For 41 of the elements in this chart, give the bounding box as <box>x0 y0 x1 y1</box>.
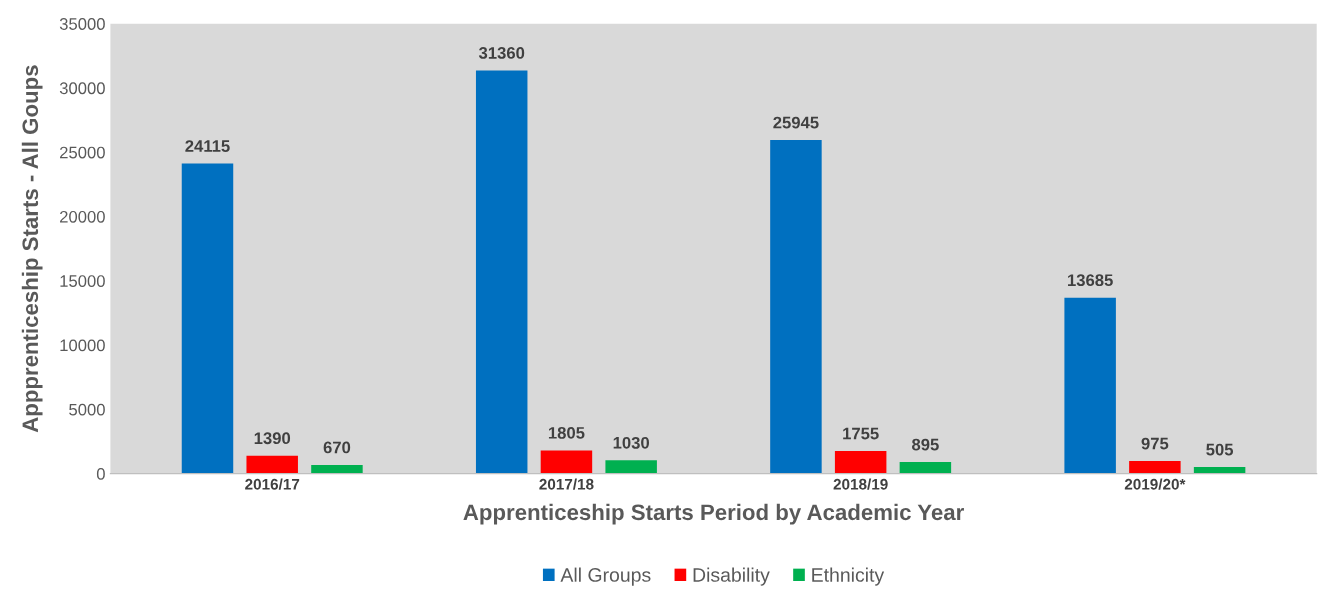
x-axis-title: Apprenticeship Starts Period by Academic Year <box>463 503 964 525</box>
y-tick-label: 30000 <box>59 82 105 95</box>
x-tick-label: 2019/20* <box>1124 478 1186 490</box>
bar <box>181 163 234 474</box>
data-label: 895 <box>912 438 939 451</box>
y-tick-label: 0 <box>96 468 105 480</box>
data-label: 1390 <box>254 432 291 445</box>
bar <box>834 451 887 474</box>
data-label: 31360 <box>478 47 525 59</box>
data-label: 24115 <box>185 140 230 152</box>
legend-label: All Groups <box>560 567 651 586</box>
data-label: 13685 <box>1068 274 1113 287</box>
bar <box>1064 297 1116 474</box>
bar <box>311 464 363 474</box>
bar <box>1129 461 1181 474</box>
y-tick-label: 20000 <box>60 210 105 223</box>
y-tick-label: 35000 <box>59 18 105 30</box>
bar <box>246 455 298 474</box>
bar <box>540 450 593 474</box>
bar <box>475 70 528 474</box>
data-label: 25945 <box>773 116 819 129</box>
data-label: 975 <box>1141 437 1169 450</box>
data-label: 505 <box>1206 443 1234 456</box>
data-label: 1805 <box>548 426 585 439</box>
x-tick-label: 2017/18 <box>539 478 594 490</box>
data-label: 1755 <box>843 427 879 440</box>
data-label: 1030 <box>613 436 650 449</box>
bar <box>605 460 657 474</box>
bar <box>1193 467 1246 474</box>
legend-label: Disability <box>693 567 770 586</box>
y-axis-title: Appprenticeship Starts - All Goups <box>21 65 43 433</box>
y-tick-label: 25000 <box>60 146 105 159</box>
x-tick-label: 2018/19 <box>833 478 888 490</box>
y-tick-label: 5000 <box>69 403 105 416</box>
data-label: 670 <box>323 441 351 454</box>
x-tick-label: 2016/17 <box>245 478 300 490</box>
legend-label: Ethnicity <box>812 567 885 586</box>
y-tick-label: 15000 <box>60 275 105 287</box>
bar <box>770 140 822 474</box>
bar <box>899 462 952 474</box>
y-tick-label: 10000 <box>60 339 105 352</box>
